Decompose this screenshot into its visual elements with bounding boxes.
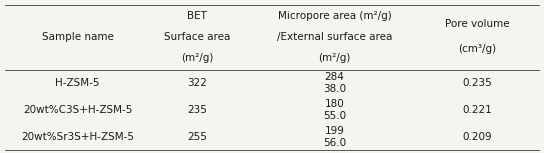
Text: 20wt%Sr3S+H-ZSM-5: 20wt%Sr3S+H-ZSM-5 [21, 132, 134, 142]
Text: 235: 235 [187, 105, 207, 115]
Text: Pore volume: Pore volume [445, 19, 510, 29]
Text: 0.209: 0.209 [462, 132, 492, 142]
Text: 199
56.0: 199 56.0 [323, 126, 346, 147]
Text: H-ZSM-5: H-ZSM-5 [55, 78, 100, 88]
Text: (m²/g): (m²/g) [181, 53, 213, 63]
Text: Surface area: Surface area [164, 32, 231, 42]
Text: 284
38.0: 284 38.0 [323, 72, 346, 94]
Text: (cm³/g): (cm³/g) [458, 44, 497, 54]
Text: (m²/g): (m²/g) [318, 53, 351, 63]
Text: 0.221: 0.221 [462, 105, 492, 115]
Text: Sample name: Sample name [41, 32, 114, 42]
Text: 322: 322 [187, 78, 207, 88]
Text: 0.235: 0.235 [462, 78, 492, 88]
Text: 255: 255 [187, 132, 207, 142]
Text: 20wt%C3S+H-ZSM-5: 20wt%C3S+H-ZSM-5 [23, 105, 132, 115]
Text: 180
55.0: 180 55.0 [323, 99, 346, 121]
Text: Micropore area (m²/g): Micropore area (m²/g) [277, 11, 392, 21]
Text: BET: BET [187, 11, 207, 21]
Text: /External surface area: /External surface area [277, 32, 392, 42]
